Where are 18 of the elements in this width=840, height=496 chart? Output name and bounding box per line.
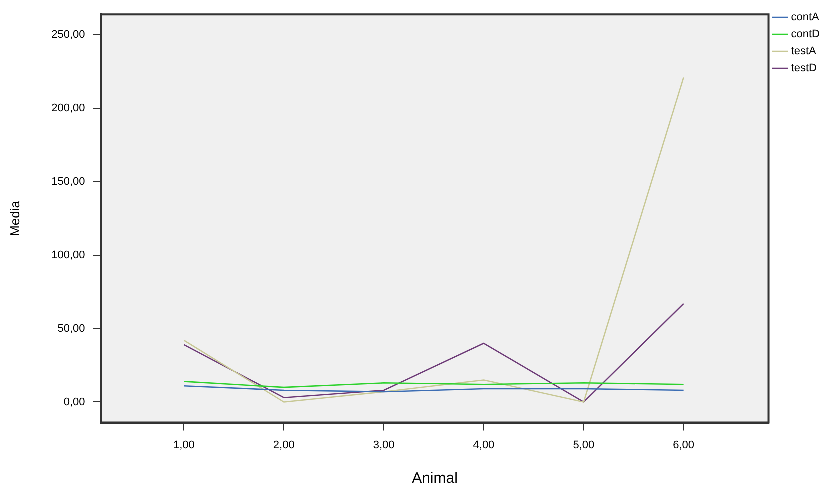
- y-axis-title: Media: [7, 200, 22, 236]
- legend-label: testD: [791, 62, 817, 75]
- y-tick-label: 0,00: [64, 396, 86, 408]
- x-tick-label: 1,00: [173, 439, 195, 452]
- y-tick-label: 50,00: [58, 322, 86, 335]
- legend-label: testA: [791, 46, 817, 58]
- x-axis-title: Animal: [412, 470, 458, 488]
- x-tick-label: 4,00: [473, 439, 495, 452]
- legend-label: contA: [791, 12, 820, 24]
- legend-label: contD: [791, 28, 820, 41]
- x-tick-label: 2,00: [273, 439, 295, 452]
- y-tick-label: 150,00: [52, 176, 86, 188]
- x-tick-label: 6,00: [673, 439, 695, 452]
- y-tick-label: 100,00: [52, 249, 86, 262]
- y-tick-label: 200,00: [52, 102, 86, 115]
- x-tick-label: 3,00: [373, 439, 395, 452]
- x-tick-label: 5,00: [573, 439, 595, 452]
- y-tick-label: 250,00: [52, 29, 86, 42]
